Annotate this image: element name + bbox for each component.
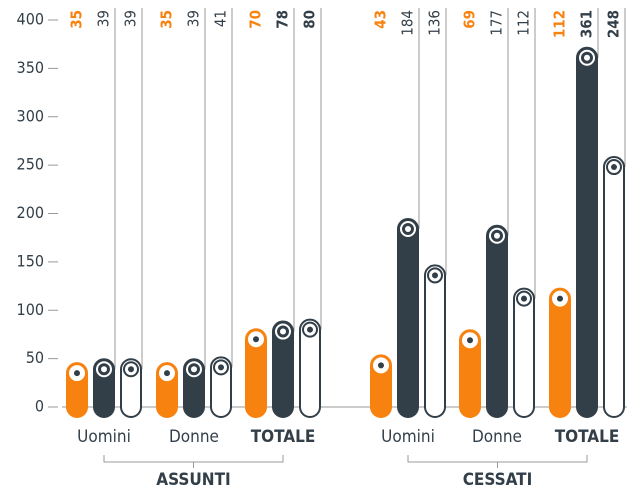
marker-dot [218,364,224,371]
bar [397,217,419,418]
marker-dot [494,232,500,239]
value-label: 35 [158,10,176,29]
value-label: 112 [551,10,569,38]
y-tick-label: 200 [17,203,44,222]
marker-dot [432,272,438,279]
value-label: 80 [301,10,319,29]
group-label: ASSUNTI [156,470,230,490]
x-tick-label: Donne [472,427,522,447]
x-tick-label: TOTALE [251,427,316,447]
y-tick-label: 300 [17,106,44,125]
group-bracket [103,455,284,468]
group-bracket [407,455,588,468]
value-label: 248 [605,10,623,38]
marker-dot [584,54,590,61]
value-label: 136 [426,10,444,36]
value-label: 184 [399,10,417,36]
x-tick-label: Donne [169,427,219,447]
marker-dot [280,328,286,335]
bar [576,46,598,418]
marker-dot [611,164,617,171]
group-label: CESSATI [463,470,533,490]
bar [549,287,571,419]
bar [486,224,508,418]
value-label: 39 [122,10,140,27]
marker-dot [128,366,134,373]
value-label: 112 [515,10,533,36]
marker-dot [378,362,384,369]
value-label: 39 [95,10,113,27]
value-label: 43 [372,10,390,29]
y-tick-label: 250 [17,155,44,174]
marker-dot [164,370,170,377]
value-label: 70 [247,10,265,29]
marker-dot [307,326,313,333]
marker-dot [467,337,473,344]
x-tick-label: TOTALE [555,427,620,447]
value-label: 78 [274,10,292,29]
bar [459,329,481,418]
y-tick-label: 150 [17,251,44,270]
marker-dot [557,295,563,302]
value-label: 39 [185,10,203,27]
bar [245,328,267,418]
marker-dot [191,366,197,373]
y-tick-label: 400 [17,10,44,29]
x-tick-label: Uomini [381,427,435,447]
bar [424,264,446,419]
bar [513,287,535,419]
value-label: 41 [212,10,230,27]
value-label: 35 [68,10,86,29]
value-label: 177 [488,10,506,36]
bar [603,156,625,418]
y-tick-label: 350 [17,58,44,77]
value-label: 361 [578,10,596,38]
value-label: 69 [461,10,479,29]
y-tick-label: 0 [35,397,44,416]
y-tick-label: 100 [17,300,44,319]
y-tick-label: 50 [26,348,44,367]
bar [272,320,294,418]
marker-dot [405,225,411,232]
marker-dot [521,295,527,302]
bar [299,318,321,419]
x-tick-label: Uomini [77,427,131,447]
marker-dot [101,366,107,373]
marker-dot [74,370,80,377]
marker-dot [253,336,259,343]
